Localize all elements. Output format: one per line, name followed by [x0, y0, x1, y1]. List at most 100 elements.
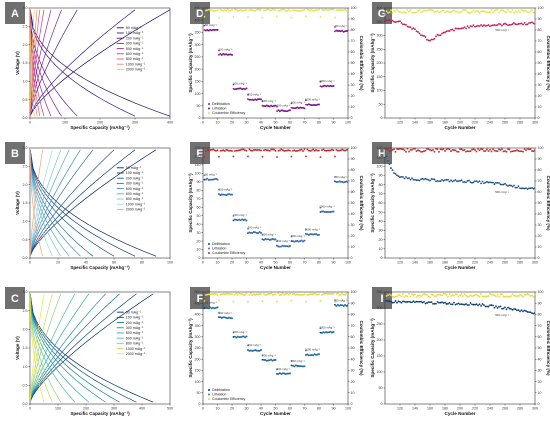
x-axis-title: Specific Capacity (mAhg⁻¹): [70, 411, 130, 416]
data-point-delithiation: [218, 53, 220, 56]
data-point-ce: [325, 149, 328, 152]
rate-annotation: 50 mAg⁻¹: [205, 23, 217, 27]
data-point-capacity: [523, 187, 526, 190]
series-line-discharge: [30, 8, 38, 117]
data-point-ce: [237, 149, 239, 152]
data-point-capacity: [517, 309, 520, 312]
data-point-ce: [430, 149, 433, 152]
data-point-capacity: [471, 303, 473, 306]
panel-letter-box: [190, 2, 210, 24]
y-tick-label: 250: [195, 55, 201, 59]
data-point-capacity: [409, 301, 412, 304]
data-point-lithiation: [244, 336, 246, 339]
data-point-lithiation: [206, 177, 209, 180]
y2-tick-label: 80: [538, 28, 542, 32]
data-point-lithiation: [300, 107, 303, 109]
data-point-ce: [484, 150, 487, 152]
data-point-ce: [299, 10, 301, 12]
data-point-lithiation: [284, 245, 287, 248]
data-point-capacity: [492, 24, 494, 27]
data-point-ce: [315, 149, 317, 151]
data-point-lithiation: [215, 178, 217, 180]
y2-tick-label: 100: [538, 290, 544, 294]
data-point-capacity: [469, 181, 472, 183]
data-point-ce: [345, 149, 348, 151]
rate-annotation: 100 mAg⁻¹: [219, 188, 233, 192]
data-point-ce: [206, 293, 209, 296]
data-point-ce: [260, 149, 262, 152]
data-point-capacity: [402, 23, 404, 26]
y-tick-label: 0: [381, 116, 383, 120]
data-point-capacity: [463, 303, 466, 306]
data-point-ce: [205, 150, 207, 152]
data-point-ce: [279, 294, 281, 296]
y-tick-label: 0.5: [23, 384, 28, 388]
data-point-capacity: [388, 163, 391, 166]
data-point-ce: [532, 296, 535, 298]
x-tick-label: 50: [274, 121, 278, 125]
y-tick-label: 40: [197, 222, 201, 226]
x-tick-label: 20: [230, 407, 234, 411]
data-point-capacity: [462, 181, 464, 184]
data-point-ce: [463, 293, 466, 295]
panel-letter-box: [372, 2, 392, 24]
data-point-capacity: [433, 302, 436, 305]
y2-tick-label: 60: [538, 50, 542, 54]
x-tick-label: 260: [502, 407, 508, 411]
data-point-lithiation: [267, 238, 270, 241]
data-point-ce: [212, 293, 214, 295]
series-line-charge: [30, 9, 170, 117]
data-point-ce: [212, 10, 214, 12]
data-point-lithiation: [273, 238, 275, 241]
data-point-ce: [318, 149, 320, 152]
data-point-ce: [405, 294, 407, 297]
data-point-ce: [257, 149, 259, 151]
data-point-capacity: [487, 305, 490, 308]
data-point-capacity: [459, 27, 461, 30]
data-point-capacity: [480, 182, 482, 185]
data-point-lithiation: [297, 240, 300, 243]
data-point-ce: [279, 9, 281, 12]
y-tick-label: 0: [199, 116, 201, 120]
data-point-capacity: [421, 177, 424, 180]
data-point-ce: [487, 150, 490, 152]
data-point-ce: [309, 293, 312, 295]
data-point-capacity: [459, 179, 461, 182]
x-tick-label: 0: [29, 407, 31, 411]
data-point-ce: [510, 150, 512, 153]
x-tick-label: 300: [532, 407, 538, 411]
data-point-ce: [439, 148, 442, 151]
data-point-capacity: [451, 28, 454, 31]
y2-tick-label: 50: [538, 201, 542, 205]
series-line-charge: [30, 9, 136, 117]
data-point-ce: [219, 149, 222, 152]
rate-annotation: 100 mAg⁻¹: [219, 47, 233, 51]
data-point-ce: [498, 148, 500, 151]
y-axis-title: Voltage (V): [15, 51, 20, 75]
data-point-lithiation: [339, 30, 342, 33]
data-point-capacity: [424, 36, 427, 38]
data-point-ce: [394, 295, 397, 298]
plot-area: [203, 292, 348, 375]
x-tick-label: 0: [202, 261, 204, 265]
data-point-ce: [318, 8, 320, 11]
data-point-capacity: [409, 26, 412, 29]
data-point-ce: [481, 10, 484, 12]
data-point-lithiation: [242, 219, 245, 221]
data-point-capacity: [493, 24, 496, 26]
data-point-ce: [284, 293, 287, 295]
series-line-discharge: [30, 148, 43, 257]
data-point-capacity: [465, 303, 467, 305]
data-point-capacity: [436, 179, 439, 182]
data-point-ce: [480, 148, 482, 150]
data-point-ce: [292, 9, 294, 12]
y-tick-label: 2.5: [23, 165, 28, 169]
data-point-ce: [235, 149, 238, 152]
data-point-ce: [453, 294, 455, 297]
data-point-ce: [322, 9, 325, 12]
legend-marker: [208, 112, 210, 114]
y-tick-label: 200: [195, 357, 201, 361]
data-point-lithiation: [271, 238, 274, 240]
data-point-ce: [427, 148, 430, 150]
data-point-lithiation: [216, 178, 219, 181]
